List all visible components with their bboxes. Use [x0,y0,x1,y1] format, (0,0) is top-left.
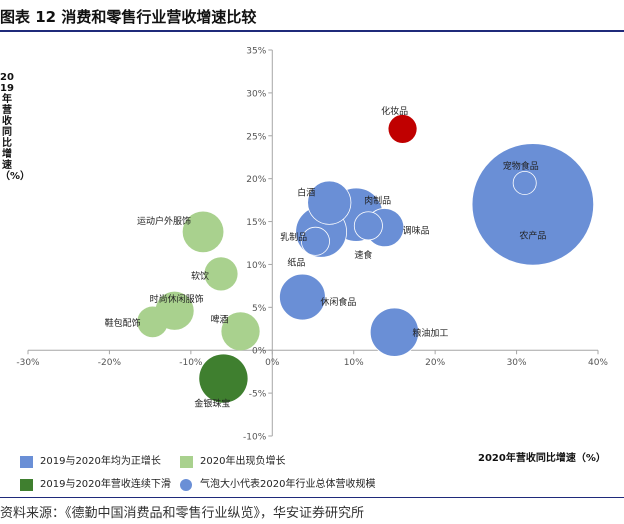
title-divider [0,30,624,32]
bubble-label: 纸品 [287,256,305,268]
y-tick-label: 15% [246,218,266,228]
y-tick-label: 5% [252,304,267,314]
bubble [471,143,595,266]
chart-title: 图表 12 消费和零售行业营收增速比较 [0,8,257,26]
bubble [204,257,238,291]
source-note: 资料来源：《德勤中国消费品和零售行业纵览》，华安证券研究所 [0,506,365,521]
source-divider [0,497,624,498]
bubble [300,226,330,256]
bubble [221,312,260,351]
legend-bubble [180,479,192,491]
y-tick-label: 30% [246,89,266,99]
y-tick-label: 25% [246,132,266,142]
bubble-label: 宠物食品 [503,160,539,172]
x-tick-label: 10% [344,358,364,368]
bubble-label: 农产品 [519,229,546,241]
bubble [199,354,248,403]
bubble-label: 软饮 [191,270,209,282]
legend-label: 气泡大小代表2020年行业总体营收规模 [200,479,376,490]
y-tick-label: 0% [252,347,267,357]
x-tick-label: -10% [179,358,203,368]
bubble [369,307,420,357]
x-tick-label: -30% [16,358,40,368]
y-tick-label: -10% [243,433,267,443]
x-tick-label: 30% [507,358,527,368]
bubble-label: 运动户外服饰 [137,215,191,227]
bubble [182,211,224,253]
legend-swatch [20,456,33,468]
bubble-label: 休闲食品 [320,296,356,308]
bubble-label: 粮油加工 [412,327,448,339]
bubble [137,306,168,338]
bubble [307,180,352,225]
bubble-label: 时尚休闲服饰 [150,293,204,305]
y-tick-label: 10% [246,261,266,271]
y-tick-label: 35% [246,47,266,57]
legend-swatch [180,456,193,468]
bubble-label: 啤酒 [211,313,229,325]
bubble [279,273,326,321]
bubble [388,114,417,144]
legend-label: 2019与2020年均为正增长 [40,456,161,467]
y-tick-label: 20% [246,175,266,185]
bubble [512,170,537,195]
bubble-label: 速食 [354,249,372,261]
bubble-label: 化妆品 [381,105,408,117]
x-tick-label: -20% [98,358,122,368]
legend-swatch [20,479,33,491]
x-tick-label: 0% [265,358,280,368]
bubble-label: 调味品 [403,225,430,237]
bubble-label: 金银珠宝 [194,398,230,410]
y-tick-label: -5% [249,390,267,400]
legend-label: 2020年出现负增长 [200,456,286,467]
legend-label: 2019与2020年营收连续下滑 [40,479,171,490]
bubble-label: 鞋包配饰 [105,317,141,329]
x-tick-label: 40% [588,358,608,368]
bubble [353,211,383,241]
bubble-label: 乳制品 [280,231,307,243]
x-tick-label: 20% [425,358,445,368]
bubble-label: 白酒 [297,187,315,199]
x-axis-label: 2020年营收同比增速（%） [478,453,606,464]
bubble-label: 肉制品 [364,195,391,207]
